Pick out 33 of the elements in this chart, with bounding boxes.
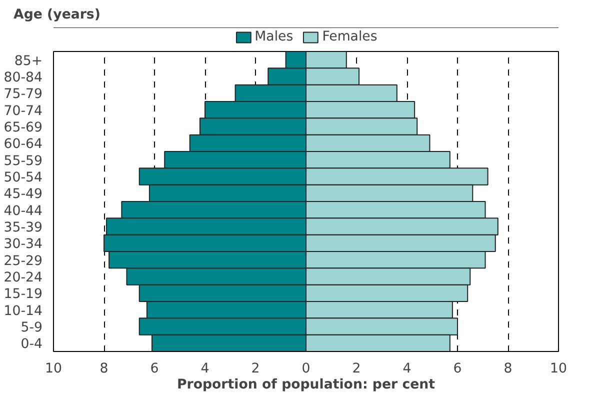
y-tick-label: 0-4 [20,337,43,352]
y-tick-label: 60-64 [4,137,43,152]
x-axis-title: Proportion of population: per cent [176,378,436,392]
x-tick-label: 2 [251,362,260,376]
y-tick-label: 20-24 [4,270,43,286]
legend-label: Males [254,30,294,44]
x-tick-label: 8 [504,362,512,376]
x-tick-label: 4 [402,362,412,376]
y-tick-label: 40-44 [4,204,43,219]
y-axis-title: Age (years) [14,8,100,22]
x-tick-label: 8 [100,362,108,376]
y-tick-label: 75-79 [4,87,43,102]
y-tick-label: 15-19 [4,287,43,302]
y-tick-label: 5-9 [20,320,43,336]
x-tick-label: 4 [200,362,210,376]
x-tick-label: 6 [453,362,462,376]
legend-label: Females [322,30,378,44]
y-tick-label: 10-14 [4,304,43,319]
y-tick-label: 45-49 [4,187,43,202]
y-tick-label: 70-74 [4,104,43,119]
x-tick-label: 10 [550,362,567,376]
y-tick-label: 25-29 [4,254,43,269]
x-tick-label: 6 [150,362,159,376]
y-tick-label: 55-59 [4,154,43,169]
x-tick-label: 0 [302,362,310,376]
x-tick-label: 2 [352,362,361,376]
y-tick-label: 80-84 [4,70,43,86]
y-tick-label: 85+ [14,54,43,69]
x-tick-label: 10 [45,362,62,376]
y-tick-label: 30-34 [4,237,43,252]
y-tick-label: 35-39 [4,220,43,236]
y-tick-label: 65-69 [4,120,43,136]
y-tick-label: 50-54 [4,170,43,186]
